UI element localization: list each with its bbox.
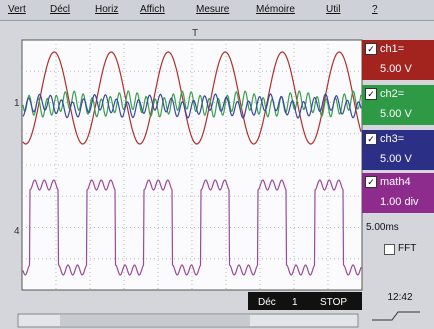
channel-value: 5.00 V [380, 63, 412, 75]
channel-label: ch1= [380, 43, 404, 55]
channel-label: ch2= [380, 88, 404, 100]
channel-value: 1.00 div [380, 196, 419, 208]
scroll-thumb[interactable] [60, 315, 250, 326]
channel-box[interactable]: ✓ch3=5.00 V [362, 130, 434, 170]
timebase[interactable]: 5.00ms [366, 222, 399, 233]
ch1-marker: 1 [14, 98, 20, 109]
clock: 12:42 [387, 292, 412, 303]
status-mode: Déc [258, 297, 276, 308]
fft-checkbox[interactable] [384, 244, 395, 255]
channel-value: 5.00 V [380, 108, 412, 120]
fft-label: FFT [398, 243, 416, 254]
ch4-marker: 4 [14, 226, 20, 237]
channel-label: math4 [380, 176, 411, 188]
channel-label: ch3= [380, 133, 404, 145]
trigger-icon [372, 312, 420, 320]
status-state[interactable]: STOP [320, 297, 347, 308]
status-channel: 1 [292, 297, 298, 308]
scope-window: Vert Décl Horiz Affich Mesure Mémoire Ut… [0, 0, 434, 329]
channel-value: 5.00 V [380, 153, 412, 165]
channel-box[interactable]: ✓ch2=5.00 V [362, 85, 434, 125]
trigger-marker: T [192, 28, 198, 39]
channel-box[interactable]: ✓ch1=5.00 V [362, 40, 434, 80]
